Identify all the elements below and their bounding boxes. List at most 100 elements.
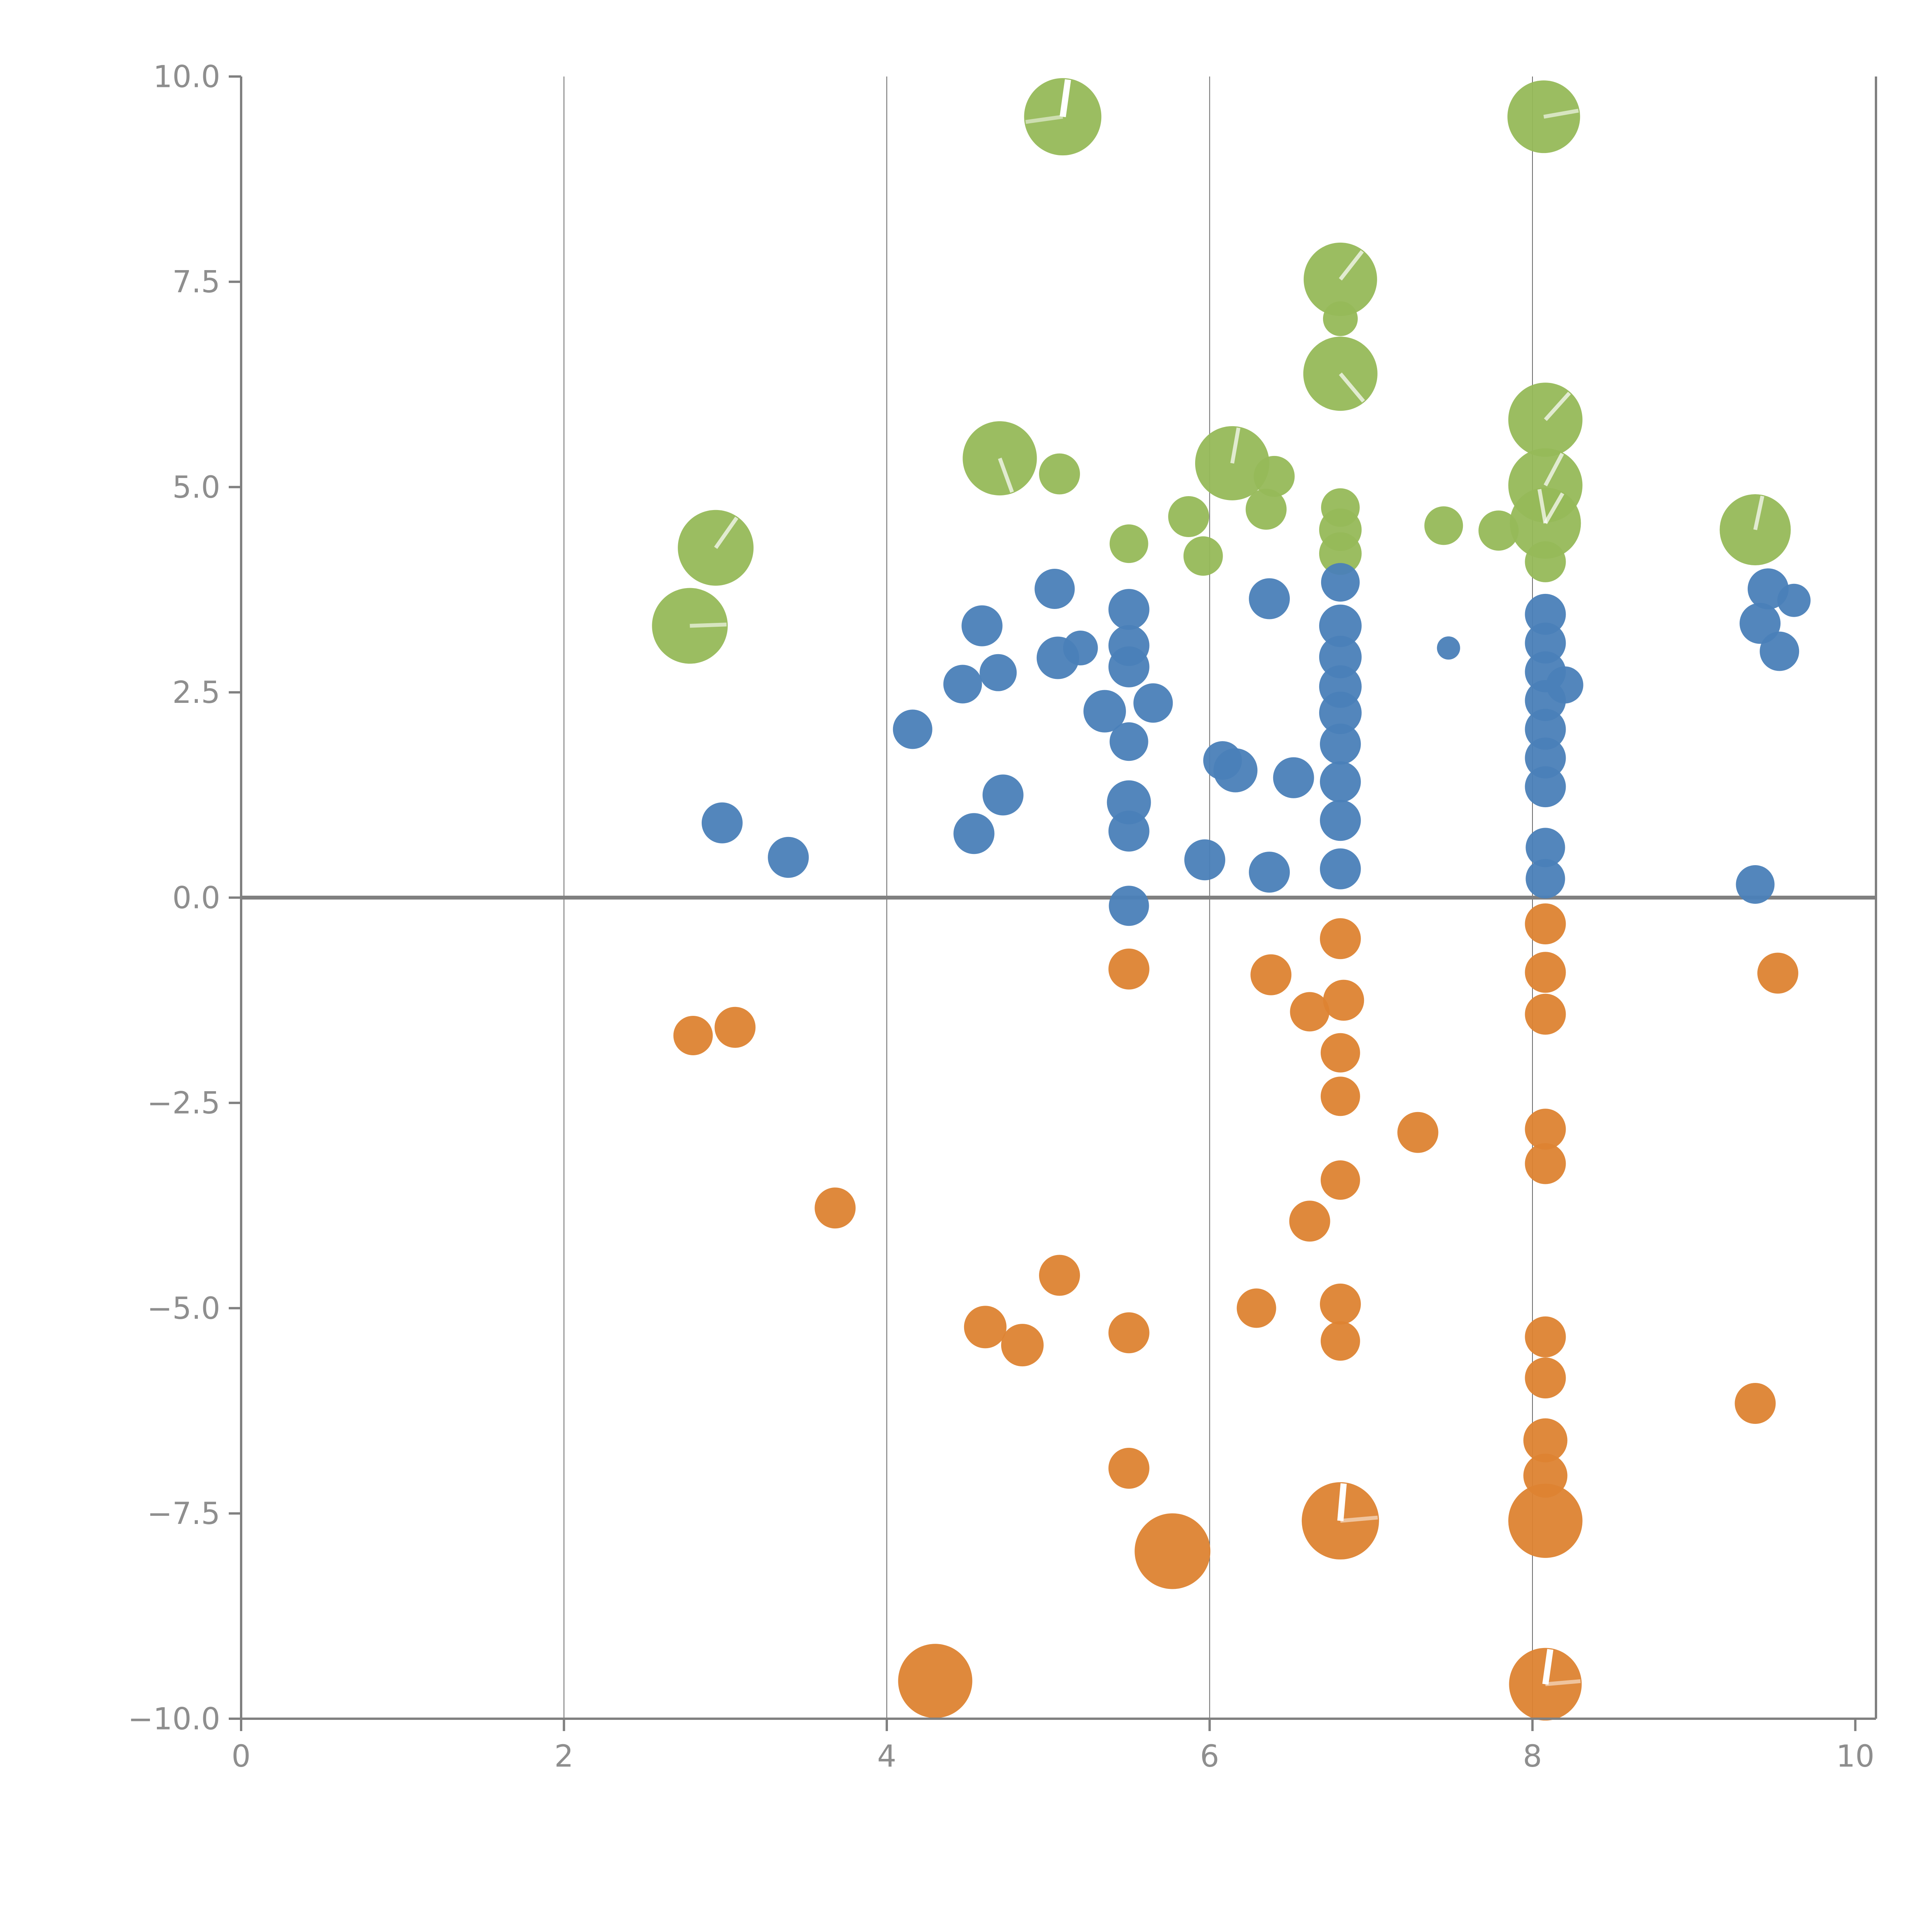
bubble-seam-orange-35-0 (1542, 1649, 1554, 1685)
bubble-orange-0 (1320, 918, 1361, 959)
bubble-orange-20 (964, 1306, 1007, 1349)
bubble-orange-13 (1397, 1112, 1439, 1153)
bubble-orange-19 (1039, 1255, 1080, 1296)
bubble-blue-46 (1736, 865, 1775, 904)
bubble-blue-22 (1184, 839, 1225, 881)
bubble-green-12 (1109, 524, 1148, 563)
bubble-blue-28 (1319, 636, 1362, 679)
bubble-orange-25 (1108, 1312, 1150, 1354)
bubble-blue-16 (1109, 722, 1148, 761)
bubble-orange-32 (1134, 1513, 1211, 1589)
bubble-orange-9 (673, 1016, 713, 1055)
bubble-blue-6 (1063, 631, 1098, 665)
bubble-seam-green-2-0 (1338, 250, 1364, 281)
bubble-orange-29 (1523, 1418, 1568, 1463)
bubble-orange-10 (714, 1007, 756, 1048)
bubble-orange-5 (1525, 952, 1566, 993)
bubble-orange-11 (1320, 1033, 1360, 1073)
bubble-orange-18 (1289, 1201, 1330, 1242)
bubble-blue-20 (1107, 780, 1151, 825)
y-tick-label--10: −10.0 (128, 1702, 220, 1736)
bubble-orange-2 (1108, 948, 1150, 990)
bubble-blue-40 (1525, 709, 1566, 750)
bubble-blue-14 (1083, 690, 1126, 733)
bubble-blue-43 (1546, 666, 1583, 704)
bubble-blue-50 (1760, 631, 1799, 671)
bubble-blue-7 (961, 605, 1003, 646)
bubble-seam-green-7-0 (1230, 427, 1241, 464)
bubble-green-14 (1183, 536, 1223, 576)
bubble-orange-28 (1735, 1383, 1776, 1424)
y-tick-label-5: 5.0 (172, 470, 220, 505)
bubble-orange-16 (1320, 1160, 1360, 1200)
bubble-seam-green-22-1 (1537, 489, 1548, 524)
bubble-orange-36 (898, 1644, 973, 1718)
bubble-orange-24 (1320, 1321, 1360, 1361)
bubble-blue-30 (1319, 691, 1362, 734)
bubble-orange-3 (1250, 954, 1292, 995)
x-tick-label-8: 8 (1523, 1739, 1542, 1774)
bubble-blue-11 (1108, 589, 1150, 630)
bubble-blue-1 (768, 837, 809, 878)
y-tick-label--7.5: −7.5 (147, 1497, 220, 1531)
bubble-green-19 (1478, 510, 1519, 551)
bubble-seam-green-21-0 (1544, 452, 1564, 486)
bubble-orange-15 (1525, 1143, 1566, 1184)
bubble-blue-18 (1203, 741, 1242, 780)
bubble-orange-23 (1320, 1283, 1361, 1325)
bubble-seam-green-5-0 (998, 457, 1014, 493)
bubble-blue-13 (1108, 646, 1150, 687)
bubble-seam-green-22-0 (1544, 492, 1565, 524)
y-tick-label-2.5: 2.5 (172, 675, 220, 710)
bubble-green-8 (1253, 456, 1295, 497)
bubble-orange-14 (1525, 1109, 1566, 1150)
bubble-blue-32 (1320, 761, 1361, 803)
bubble-blue-31 (1320, 723, 1361, 765)
y-tick-label--2.5: −2.5 (147, 1086, 220, 1121)
bubble-orange-17 (815, 1187, 856, 1229)
bubble-seam-orange-33-0 (1337, 1483, 1347, 1521)
bubble-green-6 (1039, 453, 1080, 495)
x-tick-label-4: 4 (877, 1739, 896, 1774)
bubble-blue-23 (1249, 852, 1290, 893)
bubble-blue-26 (1321, 563, 1360, 602)
y-tick-label-0: 0.0 (172, 881, 220, 915)
bubble-blue-21 (1108, 810, 1150, 852)
bubble-blue-0 (701, 802, 743, 844)
bubble-green-3 (1323, 301, 1358, 336)
bubble-seam-green-24-0 (1753, 495, 1764, 531)
bubble-orange-12 (1320, 1077, 1360, 1116)
bubble-blue-19 (1273, 757, 1314, 798)
bubble-blue-24 (1109, 886, 1149, 926)
bubble-orange-7 (1290, 992, 1330, 1032)
bubble-seam-green-0-0 (1060, 79, 1071, 117)
bubble-blue-37 (1525, 622, 1566, 664)
y-tick-label-7.5: 7.5 (172, 265, 220, 300)
bubble-blue-10 (953, 813, 995, 854)
bubble-blue-36 (1525, 594, 1566, 635)
bubble-blue-45 (1526, 859, 1565, 899)
bubble-orange-4 (1757, 952, 1798, 994)
x-tick-label-2: 2 (554, 1739, 574, 1774)
bubble-blue-41 (1525, 737, 1566, 779)
bubble-green-23 (1525, 541, 1566, 582)
bubble-blue-8 (1034, 569, 1075, 609)
bubble-blue-9 (982, 774, 1024, 816)
bubble-orange-31 (1108, 1447, 1150, 1489)
bubble-orange-8 (1525, 993, 1566, 1035)
bubble-seam-green-20-0 (1544, 391, 1571, 421)
bubble-blue-48 (1777, 583, 1811, 617)
bubble-green-13 (1168, 496, 1209, 537)
bubble-orange-27 (1525, 1357, 1566, 1399)
x-tick-label-10: 10 (1836, 1739, 1874, 1774)
bubble-blue-2 (893, 709, 932, 749)
y-tick-label-10: 10.0 (153, 60, 220, 94)
bubble-blue-25 (1249, 578, 1290, 619)
bubble-green-9 (1245, 488, 1287, 530)
bubble-seam-green-4-0 (1339, 372, 1365, 403)
bubble-blue-44 (1526, 828, 1565, 867)
bubble-seam-orange-33-1 (1340, 1515, 1378, 1523)
x-tick-label-0: 0 (231, 1739, 251, 1774)
